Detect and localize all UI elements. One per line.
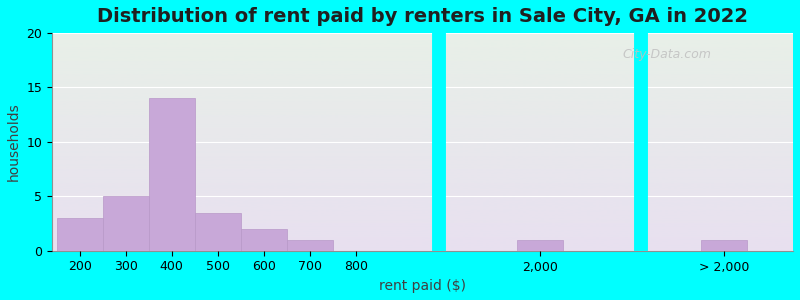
X-axis label: rent paid ($): rent paid ($) [379,279,466,293]
Bar [194,213,241,251]
Bar [287,240,333,251]
Text: City-Data.com: City-Data.com [622,48,711,61]
Bar [701,240,747,251]
Y-axis label: households: households [7,103,21,181]
Bar [102,196,149,251]
Bar [57,218,102,251]
Bar [149,98,194,251]
Bar [241,229,287,251]
Title: Distribution of rent paid by renters in Sale City, GA in 2022: Distribution of rent paid by renters in … [97,7,748,26]
Bar [517,240,563,251]
